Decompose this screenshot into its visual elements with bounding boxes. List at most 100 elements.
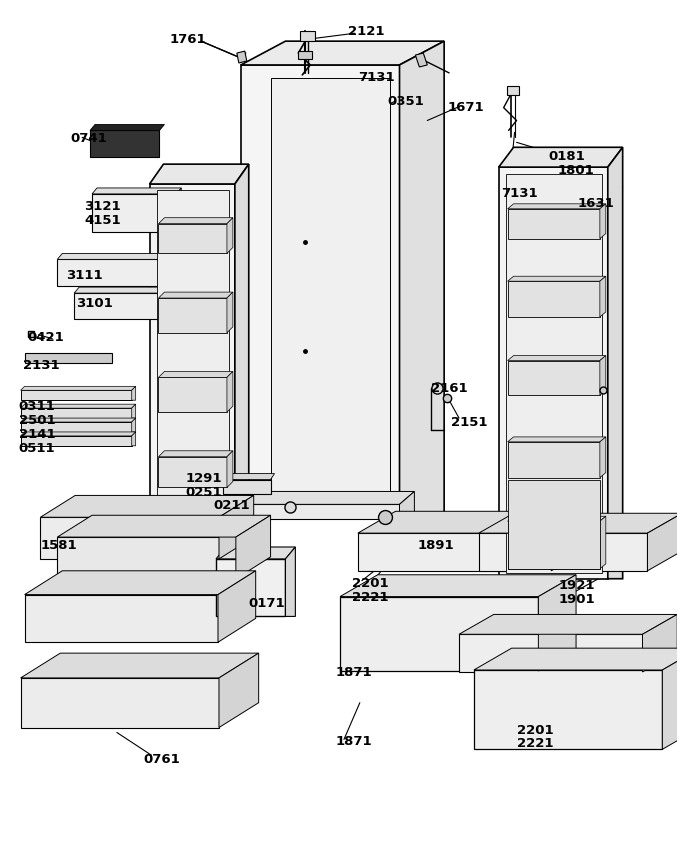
Text: 2221: 2221 [352, 591, 388, 604]
Polygon shape [600, 204, 606, 239]
Text: 1921: 1921 [558, 579, 595, 592]
Polygon shape [507, 437, 606, 442]
Polygon shape [400, 491, 414, 519]
Polygon shape [227, 218, 233, 253]
Polygon shape [20, 408, 132, 418]
Text: 7131: 7131 [358, 71, 394, 84]
Polygon shape [600, 276, 606, 317]
Polygon shape [219, 653, 258, 728]
Polygon shape [235, 164, 249, 518]
Polygon shape [358, 512, 589, 533]
Text: 2201: 2201 [352, 577, 388, 590]
Text: 1671: 1671 [447, 100, 483, 114]
Polygon shape [223, 473, 275, 479]
Polygon shape [150, 164, 249, 184]
Polygon shape [415, 53, 427, 67]
Text: 2161: 2161 [431, 382, 468, 395]
Polygon shape [479, 533, 647, 571]
Text: 0181: 0181 [548, 150, 585, 163]
Polygon shape [158, 298, 227, 332]
Polygon shape [507, 276, 606, 281]
Polygon shape [156, 190, 229, 512]
Polygon shape [358, 533, 551, 571]
Polygon shape [216, 547, 295, 559]
Text: 4151: 4151 [84, 213, 121, 227]
Polygon shape [459, 634, 643, 672]
Text: 3111: 3111 [66, 269, 103, 282]
Polygon shape [158, 456, 227, 488]
Polygon shape [474, 670, 662, 750]
Polygon shape [90, 124, 165, 130]
Polygon shape [92, 188, 182, 194]
Text: 1891: 1891 [418, 539, 454, 552]
Text: 2141: 2141 [18, 428, 55, 441]
Polygon shape [20, 653, 258, 678]
Polygon shape [286, 547, 295, 616]
Polygon shape [92, 194, 176, 231]
Polygon shape [20, 678, 219, 728]
Text: 2221: 2221 [517, 738, 553, 751]
Text: 0211: 0211 [213, 500, 250, 513]
Polygon shape [506, 174, 602, 573]
Polygon shape [241, 65, 400, 514]
Polygon shape [241, 504, 400, 519]
Text: 1871: 1871 [336, 735, 373, 749]
Polygon shape [507, 360, 600, 395]
Polygon shape [340, 597, 539, 671]
Text: 2201: 2201 [517, 723, 553, 737]
Polygon shape [459, 615, 677, 634]
Polygon shape [57, 515, 271, 537]
Polygon shape [236, 515, 271, 579]
Text: 3101: 3101 [76, 297, 113, 310]
Polygon shape [176, 188, 182, 231]
Polygon shape [299, 51, 312, 59]
Polygon shape [158, 450, 233, 456]
Polygon shape [74, 287, 184, 293]
Polygon shape [24, 595, 218, 643]
Polygon shape [539, 575, 576, 671]
Text: 0351: 0351 [388, 94, 424, 108]
Text: 1901: 1901 [558, 592, 595, 605]
Polygon shape [600, 437, 606, 478]
Polygon shape [20, 386, 136, 390]
Polygon shape [132, 404, 136, 418]
Polygon shape [57, 253, 171, 259]
Text: 1631: 1631 [578, 197, 615, 210]
Polygon shape [227, 292, 233, 332]
Text: 0741: 0741 [70, 133, 107, 145]
Polygon shape [507, 209, 600, 239]
Polygon shape [90, 130, 160, 157]
Polygon shape [180, 287, 184, 319]
Polygon shape [218, 571, 256, 643]
Polygon shape [474, 649, 680, 670]
Text: 0421: 0421 [28, 331, 65, 343]
Polygon shape [132, 418, 136, 432]
Polygon shape [158, 218, 233, 224]
Polygon shape [219, 496, 254, 559]
Polygon shape [20, 432, 136, 436]
Text: 0251: 0251 [185, 485, 222, 498]
Polygon shape [57, 259, 167, 286]
Polygon shape [340, 575, 576, 597]
Polygon shape [662, 649, 680, 750]
Polygon shape [498, 167, 608, 579]
Polygon shape [507, 521, 600, 569]
Text: 1761: 1761 [169, 33, 206, 46]
Polygon shape [20, 436, 132, 446]
Polygon shape [24, 571, 256, 595]
Polygon shape [158, 224, 227, 253]
Text: 0311: 0311 [18, 400, 55, 413]
Polygon shape [150, 184, 235, 518]
Polygon shape [400, 41, 444, 514]
Polygon shape [551, 512, 589, 571]
Polygon shape [647, 513, 680, 571]
Text: 1291: 1291 [185, 472, 222, 484]
Text: 2501: 2501 [18, 414, 55, 427]
Polygon shape [132, 432, 136, 446]
Polygon shape [507, 442, 600, 478]
Polygon shape [20, 422, 132, 432]
Polygon shape [608, 147, 623, 579]
Polygon shape [158, 292, 233, 298]
Polygon shape [600, 516, 606, 569]
Polygon shape [643, 615, 677, 672]
